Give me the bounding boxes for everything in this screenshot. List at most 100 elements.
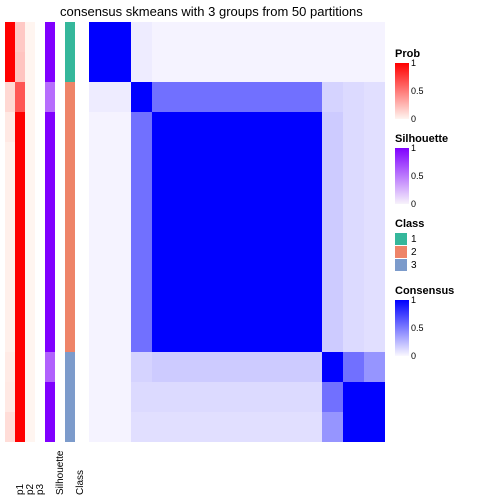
heatmap-cell [300, 82, 321, 112]
heatmap-cell [110, 202, 131, 232]
anno-cell [15, 232, 25, 262]
heatmap-cell [110, 352, 131, 382]
heatmap-cell [152, 142, 173, 172]
heatmap-cell [195, 292, 216, 322]
heatmap-cell [152, 262, 173, 292]
legend-silhouette-title: Silhouette [395, 133, 495, 145]
heatmap-cell [131, 292, 152, 322]
heatmap-cell [152, 82, 173, 112]
heatmap-cell [195, 112, 216, 142]
legends-panel: Prob 10.50 Silhouette 10.50 Class 123 Co… [395, 48, 495, 370]
heatmap-cell [216, 412, 237, 442]
anno-cell [5, 382, 15, 412]
heatmap-cell [195, 22, 216, 52]
heatmap-cell [174, 202, 195, 232]
heatmap-cell [89, 292, 110, 322]
heatmap-cell [343, 382, 364, 412]
heatmap-cell [89, 172, 110, 202]
anno-cell [5, 172, 15, 202]
heatmap-cell [89, 142, 110, 172]
legend-tick: 0 [411, 199, 416, 209]
legend-class-item: 3 [395, 259, 495, 271]
anno-col-p1 [5, 22, 15, 442]
anno-cell [65, 22, 75, 52]
anno-cell [5, 142, 15, 172]
anno-cell [25, 412, 35, 442]
heatmap-cell [300, 22, 321, 52]
heatmap-cell [89, 202, 110, 232]
heatmap-cell [131, 412, 152, 442]
anno-cell [65, 142, 75, 172]
heatmap-cell [110, 262, 131, 292]
heatmap-cell [89, 412, 110, 442]
anno-cell [5, 322, 15, 352]
heatmap-cell [89, 352, 110, 382]
heatmap-cell [195, 232, 216, 262]
heatmap-cell [216, 382, 237, 412]
heatmap-cell [110, 322, 131, 352]
heatmap-cell [216, 352, 237, 382]
heatmap-cell [237, 322, 258, 352]
anno-cell [45, 112, 55, 142]
anno-cell [65, 52, 75, 82]
heatmap-cell [322, 352, 343, 382]
anno-cell [25, 202, 35, 232]
anno-cell [5, 232, 15, 262]
heatmap-cell [258, 262, 279, 292]
heatmap-cell [89, 112, 110, 142]
heatmap-cell [279, 142, 300, 172]
anno-cell [65, 382, 75, 412]
anno-cell [5, 262, 15, 292]
heatmap-cell [152, 112, 173, 142]
heatmap-cell [300, 322, 321, 352]
heatmap-cell [110, 292, 131, 322]
heatmap-cell [258, 232, 279, 262]
heatmap-cell [237, 292, 258, 322]
anno-cell [65, 202, 75, 232]
heatmap-cell [343, 112, 364, 142]
heatmap-cell [300, 292, 321, 322]
heatmap-cell [322, 172, 343, 202]
heatmap-cell [258, 52, 279, 82]
heatmap-cell [343, 52, 364, 82]
heatmap-cell [279, 352, 300, 382]
legend-silhouette-gradient: 10.50 [395, 148, 409, 204]
anno-cell [45, 172, 55, 202]
heatmap-cell [89, 22, 110, 52]
heatmap-cell [279, 82, 300, 112]
heatmap-cell [343, 142, 364, 172]
anno-cell [65, 172, 75, 202]
heatmap-cell [300, 352, 321, 382]
heatmap-cell [279, 202, 300, 232]
heatmap-cell [216, 202, 237, 232]
anno-cell [45, 202, 55, 232]
legend-tick: 1 [411, 295, 416, 305]
heatmap-cell [279, 262, 300, 292]
heatmap-cell [322, 232, 343, 262]
anno-cell [45, 412, 55, 442]
anno-cell [15, 292, 25, 322]
heatmap-cell [237, 22, 258, 52]
anno-cell [15, 352, 25, 382]
heatmap-cell [300, 262, 321, 292]
heatmap-cell [131, 382, 152, 412]
anno-cell [25, 82, 35, 112]
heatmap-cell [110, 412, 131, 442]
heatmap-cell [279, 112, 300, 142]
legend-class-label: 3 [411, 260, 417, 271]
anno-cell [65, 262, 75, 292]
heatmap-cell [237, 262, 258, 292]
anno-col-p2 [15, 22, 25, 442]
heatmap-cell [364, 112, 385, 142]
heatmap-cell [152, 172, 173, 202]
heatmap-cell [89, 52, 110, 82]
heatmap-cell [174, 412, 195, 442]
heatmap-cell [364, 292, 385, 322]
anno-cell [45, 352, 55, 382]
heatmap-cell [131, 52, 152, 82]
heatmap-cell [195, 322, 216, 352]
heatmap-cell [279, 232, 300, 262]
heatmap-cell [174, 382, 195, 412]
heatmap-cell [279, 382, 300, 412]
heatmap-cell [237, 82, 258, 112]
